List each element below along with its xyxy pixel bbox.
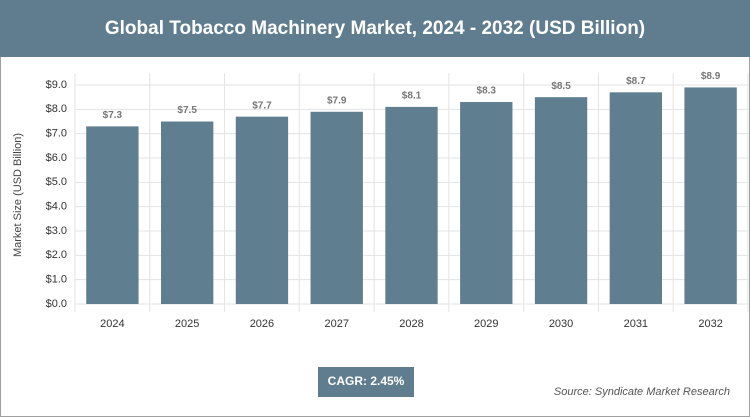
y-tick-label: $4.0 (46, 201, 67, 213)
x-tick-label: 2024 (100, 318, 124, 330)
x-tick-label: 2026 (250, 318, 274, 330)
bar (86, 126, 139, 304)
value-label: $8.7 (626, 76, 646, 87)
x-tick-label: 2029 (474, 318, 498, 330)
source: Source: Syndicate Market Research (554, 386, 730, 398)
bar (385, 106, 438, 305)
value-label: $8.5 (551, 81, 571, 92)
x-tick-label: 2030 (549, 318, 573, 330)
bar (460, 102, 513, 305)
value-label: $7.9 (327, 95, 347, 106)
y-tick-label: $9.0 (46, 79, 67, 91)
y-tick-label: $8.0 (46, 103, 67, 115)
x-tick-label: 2028 (399, 318, 423, 330)
x-tick-label: 2025 (175, 318, 199, 330)
y-tick-label: $7.0 (46, 128, 67, 140)
y-tick-label: $6.0 (46, 152, 67, 164)
y-tick-label: $1.0 (46, 274, 67, 286)
value-label: $7.7 (252, 100, 272, 111)
bar (609, 92, 663, 304)
x-tick-label: 2027 (324, 318, 348, 330)
cagr-label: CAGR: 2.45% (328, 374, 405, 388)
bar (310, 111, 363, 305)
bar (684, 87, 737, 304)
x-tick-label: 2032 (698, 318, 722, 330)
y-tick-label: $5.0 (46, 176, 67, 188)
bar (534, 97, 588, 305)
value-label: $8.1 (402, 91, 422, 102)
cagr-box (318, 367, 414, 397)
y-tick-label: $3.0 (46, 225, 67, 237)
value-label: $7.5 (177, 105, 197, 116)
bar (160, 121, 214, 304)
x-tick-label: 2031 (624, 318, 648, 330)
y-tick-label: $0.0 (46, 298, 67, 310)
value-label: $8.3 (477, 86, 497, 97)
value-label: $8.9 (701, 71, 721, 82)
header (0, 0, 750, 57)
y-tick-label: $2.0 (46, 249, 67, 261)
value-label: $7.3 (103, 110, 123, 121)
chart-title: Global Tobacco Machinery Market, 2024 - … (105, 18, 645, 39)
bar (235, 116, 289, 304)
y-axis-label: Market Size (USD Billion) (12, 133, 24, 257)
